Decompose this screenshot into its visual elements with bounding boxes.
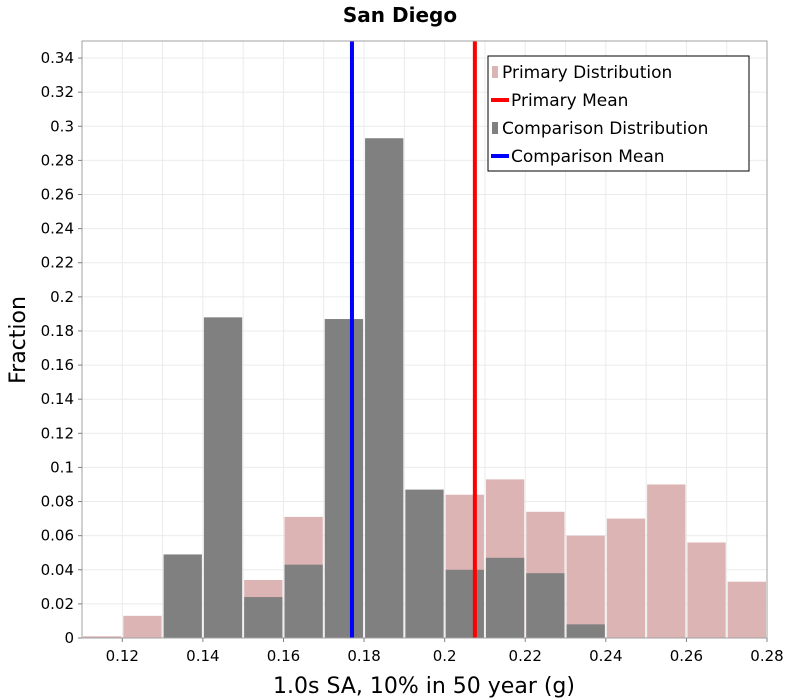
mean-lines [349,41,477,638]
comparison-distribution-bars [163,138,605,638]
legend-label: Comparison Distribution [502,119,708,139]
y-axis-ticks: 0 0.02 0.04 0.06 0.08 0.1 0.12 0.14 0.16 0.18 0.2 0… [41,49,82,647]
y-tick-label: 0.14 [41,390,74,408]
y-tick-label: 0.24 [41,220,74,238]
primary-bar [606,518,646,638]
x-tick-label: 0.28 [750,647,783,665]
comparison-bar [566,624,605,638]
y-tick-label: 0.18 [41,322,74,340]
comparison-bar [163,554,202,638]
x-tick-label: 0.14 [186,647,219,665]
legend-swatch [492,122,498,134]
y-tick-label: 0.02 [41,595,74,613]
comparison-bar [365,138,404,638]
chart-title: San Diego [343,3,457,27]
x-axis-ticks: 0.12 0.14 0.16 0.18 0.2 0.22 0.24 0.26 0.28 [106,638,784,665]
comparison-bar [203,317,243,638]
y-tick-label: 0 [64,629,74,647]
x-tick-label: 0.26 [670,647,703,665]
y-tick-label: 0.06 [41,527,74,545]
y-tick-label: 0.28 [41,151,74,169]
y-tick-label: 0.08 [41,493,74,511]
y-tick-label: 0.1 [50,458,74,476]
primary-bar [647,484,686,638]
x-tick-label: 0.22 [509,647,542,665]
y-tick-label: 0.04 [41,561,74,579]
comparison-bar [244,597,283,638]
comparison-bar [485,557,525,638]
y-tick-label: 0.3 [50,117,74,135]
primary-bar [566,535,605,638]
primary-bar [687,542,726,638]
comparison-bar [526,573,565,638]
x-tick-label: 0.16 [267,647,300,665]
legend: Primary Distribution Primary Mean Comparis… [487,55,750,172]
legend-label: Comparison Mean [511,147,665,167]
comparison-bar [324,319,364,638]
legend-box [487,55,750,172]
legend-label: Primary Mean [511,91,628,111]
y-tick-label: 0.12 [41,424,74,442]
y-tick-label: 0.22 [41,254,74,272]
y-tick-label: 0.16 [41,356,74,374]
legend-label: Primary Distribution [502,63,672,83]
comparison-bar [405,489,444,638]
primary-bar [83,636,122,638]
y-tick-label: 0.26 [41,186,74,204]
x-tick-label: 0.18 [347,647,380,665]
x-tick-label: 0.12 [106,647,139,665]
y-tick-label: 0.34 [41,49,74,67]
x-axis-label: 1.0s SA, 10% in 50 year (g) [273,674,575,699]
comparison-bar [284,564,323,638]
plot-frame [81,40,768,639]
x-tick-label: 0.24 [589,647,622,665]
primary-bar [727,581,766,638]
x-tick-label: 0.2 [433,647,457,665]
y-tick-label: 0.2 [50,288,74,306]
y-tick-label: 0.32 [41,83,74,101]
primary-bar [123,615,162,638]
comparison-bar [445,569,484,638]
legend-swatch [492,66,498,78]
y-axis-label: Fraction [6,296,31,384]
